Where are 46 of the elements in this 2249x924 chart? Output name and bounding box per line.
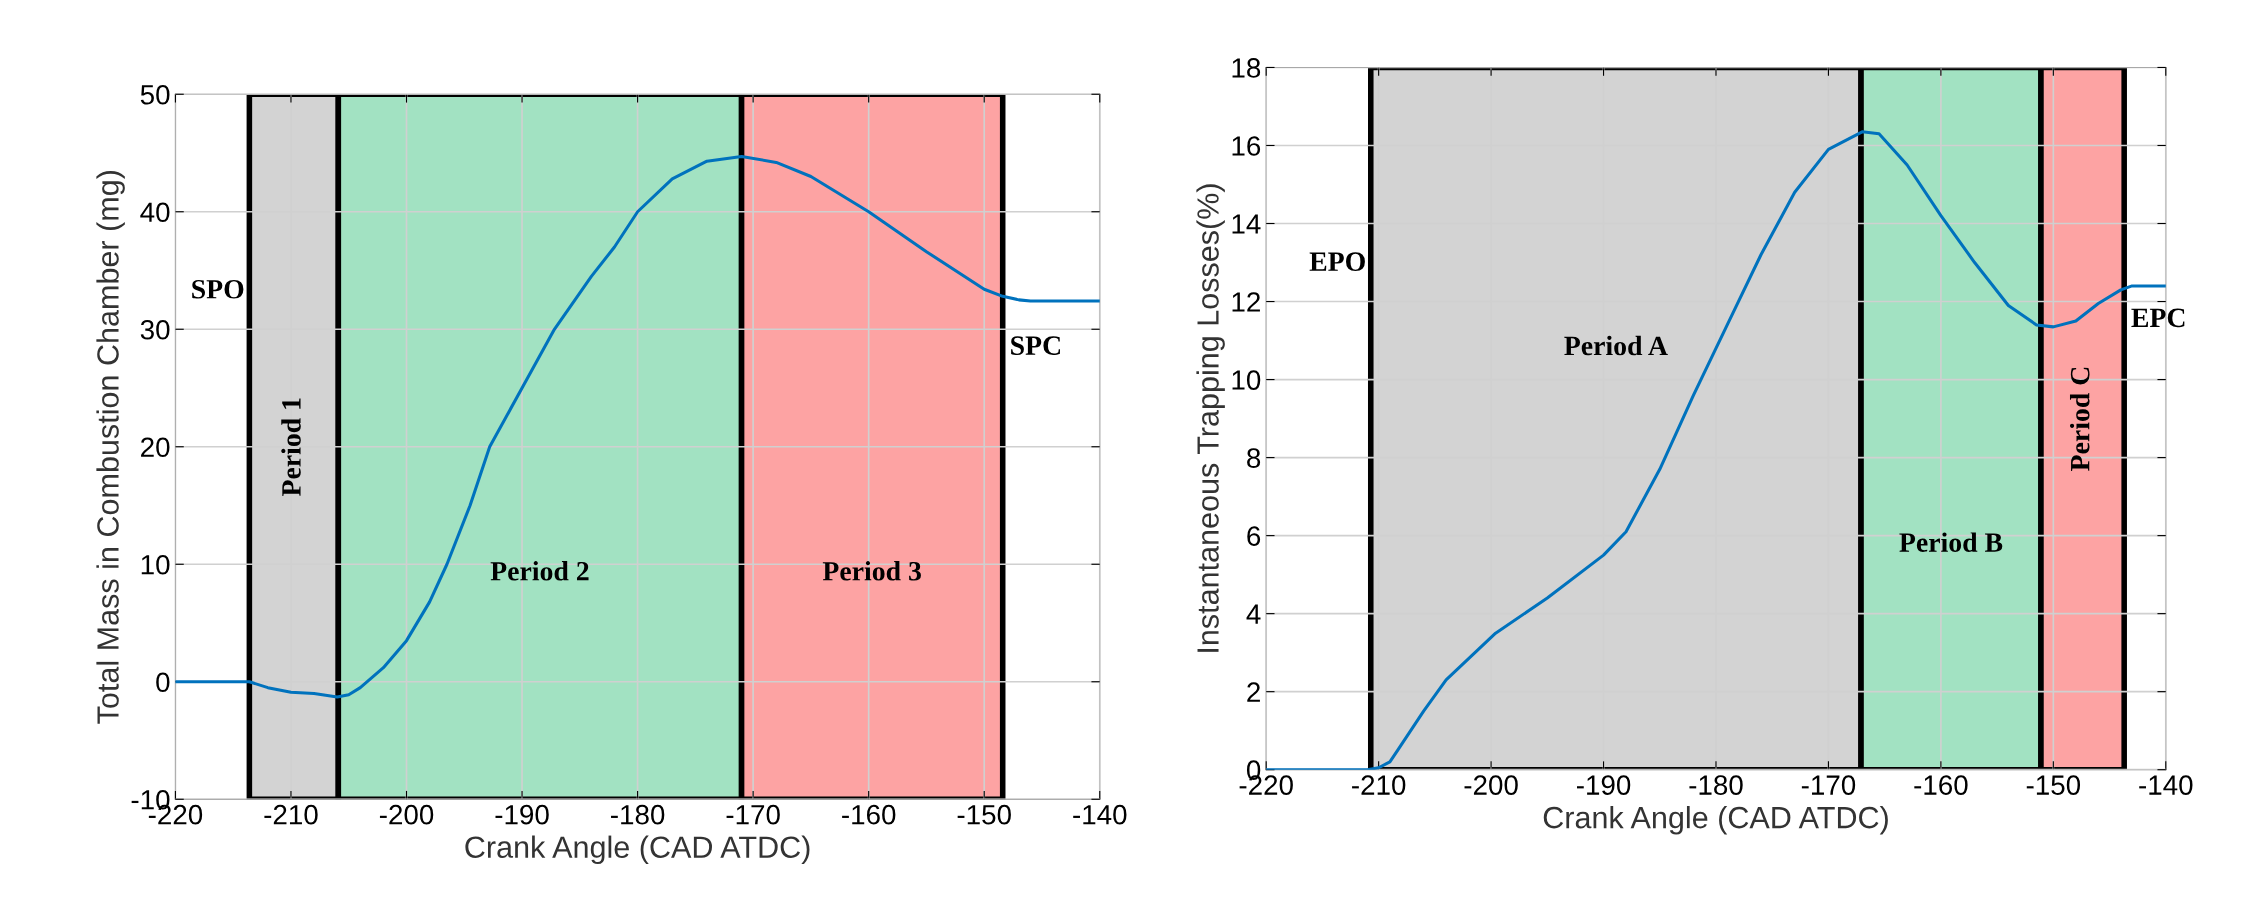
band-label: Period C	[2069, 367, 2090, 471]
band-label: Period 3	[822, 561, 921, 581]
annotation: EPO	[1309, 252, 1365, 272]
y-tick-label: 2	[1247, 682, 1260, 702]
x-tick-label: -200	[379, 804, 434, 825]
y-tick-label: 30	[140, 319, 170, 340]
y-tick-label: 16	[1232, 136, 1261, 156]
y-tick-label: 12	[1232, 292, 1260, 312]
x-tick-label: -190	[1576, 775, 1631, 795]
y-axis-title: Total Mass in Combustion Chamber (mg)	[96, 171, 125, 724]
x-tick-label: -180	[611, 804, 665, 825]
y-tick-label: 40	[140, 202, 170, 223]
x-tick-label: -180	[1689, 775, 1743, 795]
band-label: Period B	[1899, 532, 2003, 552]
x-axis-title: Crank Angle (CAD ATDC)	[465, 835, 810, 865]
x-axis-title: Crank Angle (CAD ATDC)	[1543, 806, 1888, 835]
y-tick-label: 20	[141, 437, 170, 458]
y-axis-title: Instantaneous Trapping Losses(%)	[1196, 184, 1225, 652]
band-label: Period 2	[490, 561, 589, 581]
x-tick-label: -160	[842, 804, 896, 825]
annotation: EPC	[2131, 308, 2185, 328]
y-tick-label: 6	[1247, 526, 1261, 546]
line-series	[175, 154, 1100, 699]
band-label: Period 1	[281, 398, 301, 497]
band-label: Period A	[1564, 335, 1668, 356]
x-tick-label: -160	[1914, 775, 1968, 795]
y-tick-label: 18	[1232, 58, 1261, 78]
x-tick-label: -140	[1073, 804, 1127, 825]
x-tick-label: -170	[1801, 775, 1856, 795]
x-tick-label: -150	[2026, 775, 2081, 795]
y-tick-label: 10	[1232, 370, 1261, 390]
x-tick-label: -150	[957, 804, 1011, 825]
x-tick-label: -170	[726, 804, 780, 825]
y-tick-label: 50	[140, 84, 170, 105]
x-tick-label: -210	[1352, 775, 1406, 795]
y-tick-label: 14	[1232, 214, 1261, 234]
x-tick-label: -200	[1464, 775, 1518, 795]
x-tick-label: -210	[264, 804, 318, 825]
y-tick-label: 0	[156, 672, 170, 693]
x-tick-label: -140	[2139, 775, 2193, 795]
annotation: SPC	[1011, 336, 1060, 356]
y-tick-label: 8	[1247, 448, 1261, 468]
y-tick-label: 10	[141, 554, 170, 575]
y-tick-label: 4	[1246, 604, 1261, 624]
x-tick-label: -190	[495, 804, 549, 825]
annotation: SPO	[192, 279, 244, 299]
